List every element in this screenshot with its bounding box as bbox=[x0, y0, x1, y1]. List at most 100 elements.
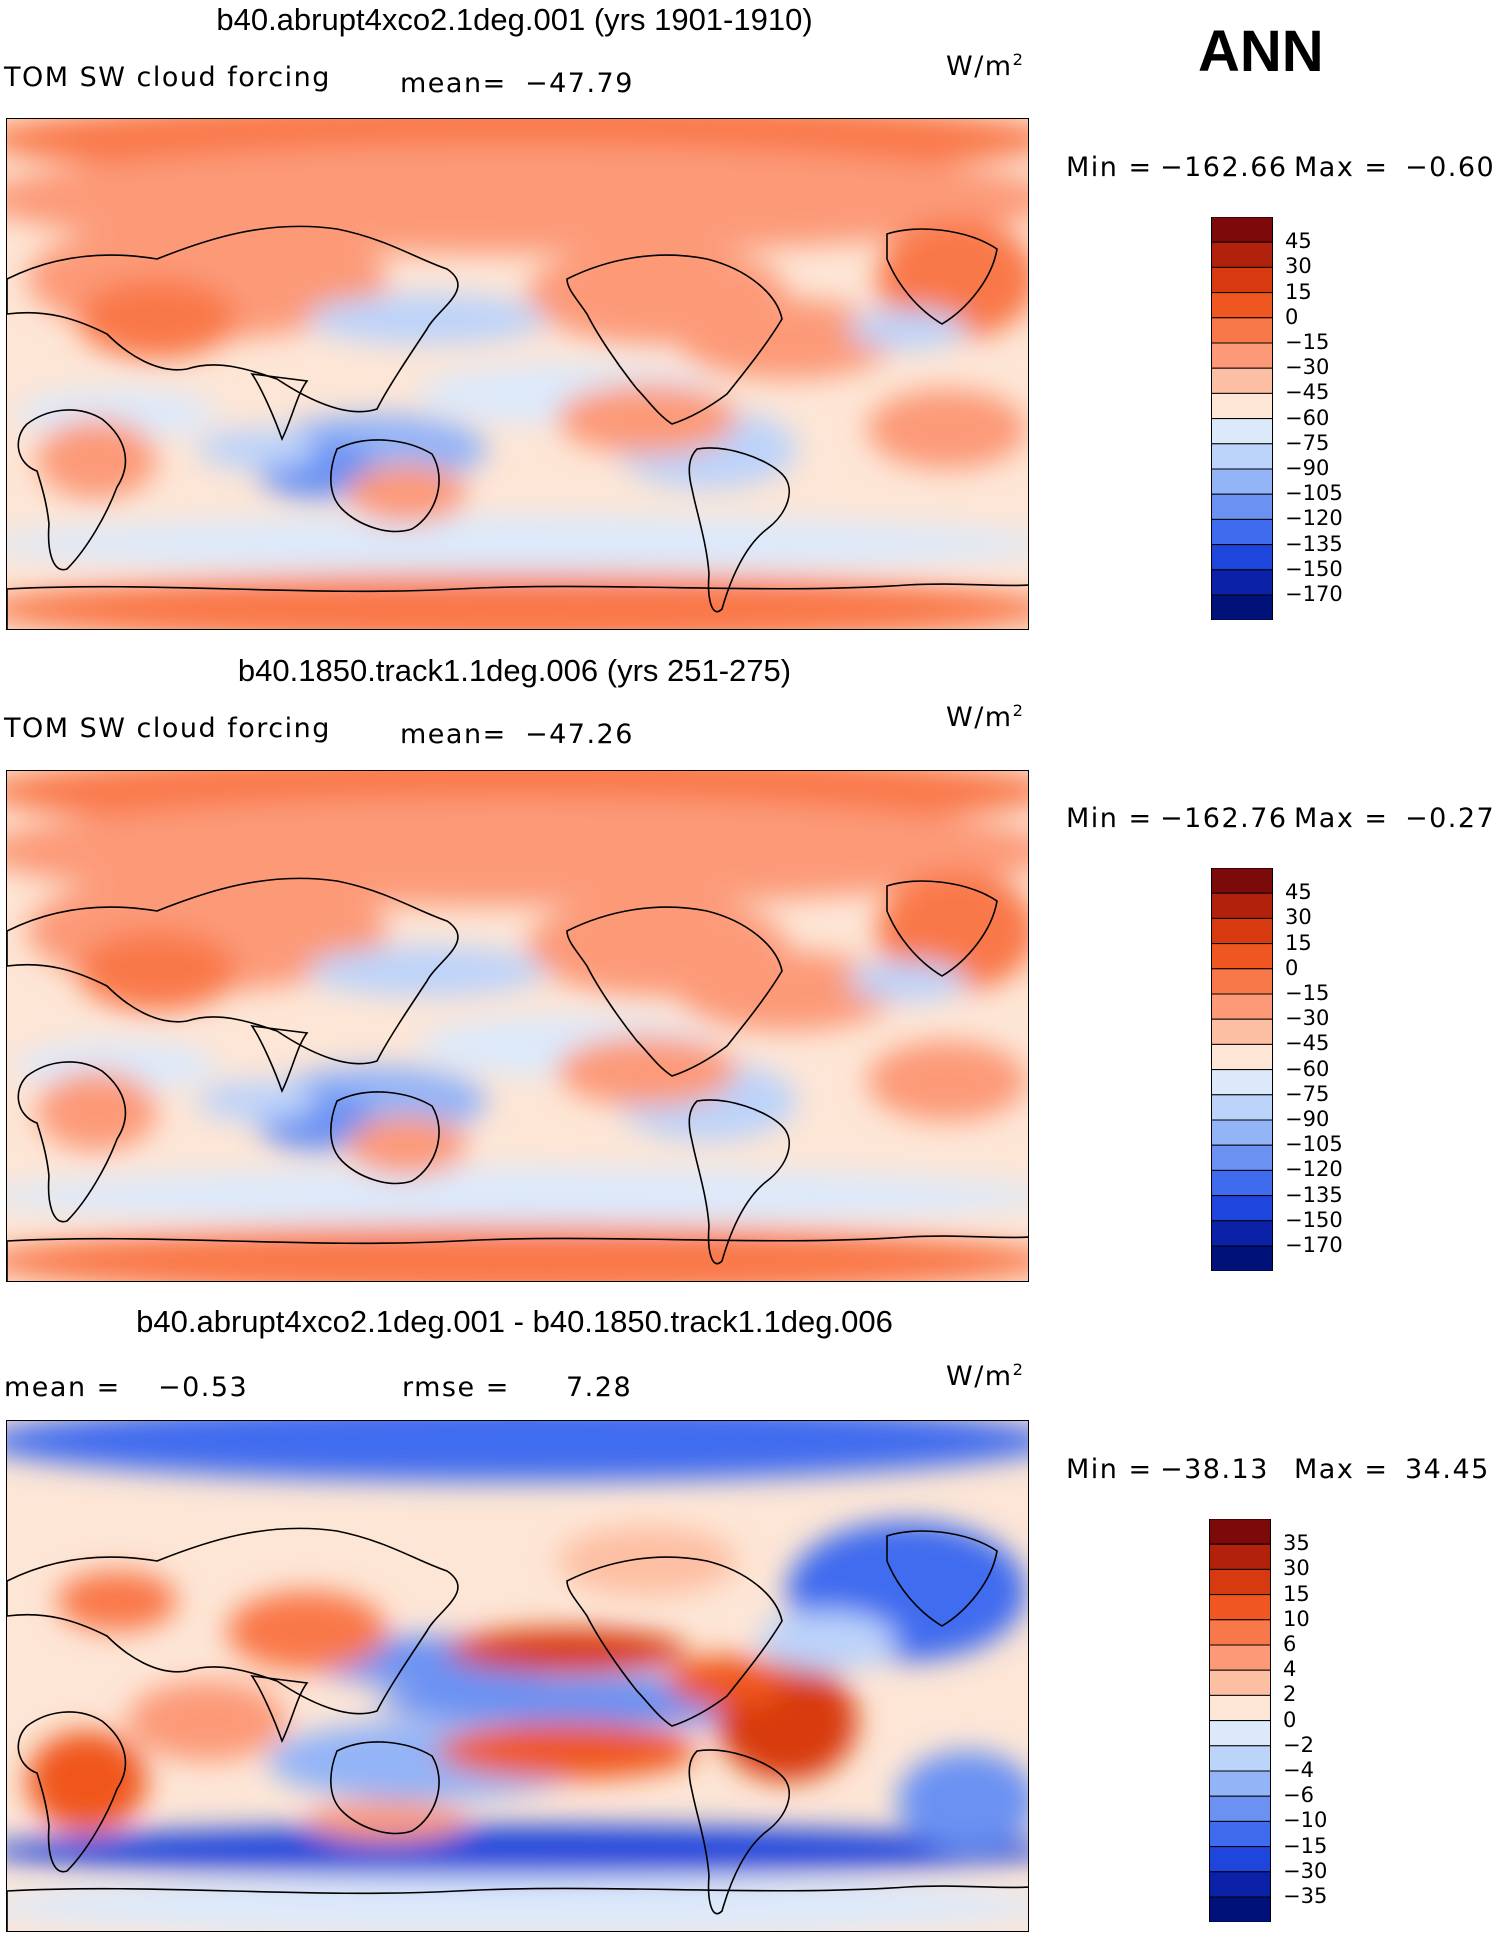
field-region bbox=[37, 419, 157, 499]
max-label: Max = bbox=[1294, 152, 1389, 183]
colorbar-swatch bbox=[1209, 1770, 1271, 1797]
colorbar-swatch bbox=[1211, 993, 1273, 1020]
mean-label: mean = bbox=[4, 1372, 121, 1403]
colorbar-tick-label: 45 bbox=[1285, 229, 1312, 254]
coastline bbox=[17, 409, 127, 571]
max-label: Max = bbox=[1294, 803, 1389, 834]
colorbar-tick-label: 30 bbox=[1283, 1556, 1310, 1581]
colorbar-tick-label: 15 bbox=[1285, 930, 1312, 955]
colorbar-tick-label: −135 bbox=[1285, 1182, 1343, 1207]
colorbar-tick-label: −2 bbox=[1283, 1732, 1314, 1757]
field-region bbox=[877, 219, 1028, 339]
field-region bbox=[347, 1116, 467, 1176]
map-svg bbox=[7, 771, 1028, 1281]
field-region bbox=[677, 299, 897, 379]
coastline bbox=[17, 1061, 127, 1223]
field-region bbox=[307, 946, 547, 996]
coastline bbox=[688, 1099, 791, 1265]
colorbar-tick-label: −90 bbox=[1285, 1107, 1330, 1131]
min-label: Min = bbox=[1066, 152, 1153, 183]
units-label: W/m2 bbox=[946, 1360, 1024, 1392]
colorbar-swatch bbox=[1209, 1896, 1271, 1923]
coastline bbox=[886, 880, 998, 977]
field-region bbox=[847, 309, 967, 349]
field-region bbox=[757, 1611, 897, 1671]
colorbar-swatch bbox=[1209, 1594, 1271, 1621]
colorbar-swatch bbox=[1211, 392, 1273, 420]
colorbar-swatch bbox=[1211, 1245, 1273, 1272]
coastline bbox=[250, 372, 309, 442]
colorbar-swatch bbox=[1211, 968, 1273, 995]
field-region bbox=[7, 1226, 1028, 1281]
colorbar-tick-label: −135 bbox=[1285, 531, 1343, 556]
colorbar-swatch bbox=[1209, 1644, 1271, 1671]
colorbar-swatch bbox=[1211, 544, 1273, 571]
min-label: Min = bbox=[1066, 803, 1153, 834]
field-region bbox=[197, 1081, 317, 1121]
colorbar-swatch bbox=[1211, 867, 1273, 894]
coastline bbox=[250, 1674, 309, 1744]
colorbar bbox=[1211, 216, 1273, 621]
coastline bbox=[566, 254, 783, 425]
coastline bbox=[7, 1885, 1028, 1931]
colorbar-swatch bbox=[1211, 569, 1273, 596]
field-region bbox=[557, 384, 737, 454]
field-region bbox=[7, 1876, 1028, 1931]
coastline bbox=[566, 1556, 783, 1727]
coastline bbox=[330, 439, 440, 533]
colorbar-tick-label: 15 bbox=[1285, 279, 1312, 304]
min-value: −162.66 bbox=[1160, 152, 1288, 183]
map-plot bbox=[6, 1420, 1029, 1932]
colorbar-swatch bbox=[1211, 342, 1273, 369]
colorbar-swatch bbox=[1211, 1144, 1273, 1171]
rmse-label: rmse = bbox=[402, 1372, 510, 1403]
colorbar-swatch bbox=[1211, 241, 1273, 268]
colorbar-swatch bbox=[1209, 1795, 1271, 1822]
colorbar-svg bbox=[1211, 867, 1273, 1272]
field-region bbox=[77, 931, 237, 1011]
colorbar-tick-label: −75 bbox=[1285, 430, 1330, 455]
colorbar-tick-label: −170 bbox=[1285, 1233, 1343, 1257]
colorbar-swatch bbox=[1211, 216, 1273, 243]
units-text: W/m bbox=[946, 702, 1013, 733]
colorbar-tick-label: −105 bbox=[1285, 1132, 1343, 1157]
colorbar-tick-label: 2 bbox=[1283, 1682, 1297, 1707]
colorbar-swatch bbox=[1211, 518, 1273, 546]
colorbar-swatch bbox=[1211, 493, 1273, 520]
colorbar-swatch bbox=[1211, 418, 1273, 445]
coastline bbox=[7, 1235, 1028, 1281]
colorbar-tick-label: −120 bbox=[1285, 1157, 1343, 1182]
field-region bbox=[347, 464, 467, 524]
units-label: W/m2 bbox=[946, 701, 1024, 733]
colorbar-tick-label: −15 bbox=[1283, 1833, 1328, 1858]
colorbar-tick-label: 30 bbox=[1285, 905, 1312, 930]
panel-title: b40.abrupt4xco2.1deg.001 (yrs 1901-1910) bbox=[216, 2, 813, 37]
coastline bbox=[688, 1749, 791, 1915]
max-value: 34.45 bbox=[1405, 1454, 1490, 1485]
colorbar-tick-label: −90 bbox=[1285, 456, 1330, 480]
colorbar-swatch bbox=[1211, 292, 1273, 319]
min-label: Min = bbox=[1066, 1454, 1153, 1485]
field-region bbox=[37, 1071, 157, 1151]
colorbar-swatch bbox=[1209, 1669, 1271, 1696]
mean-value: −47.26 bbox=[525, 719, 634, 750]
colorbar-tick-label: −75 bbox=[1285, 1081, 1330, 1106]
colorbar-swatch bbox=[1209, 1619, 1271, 1646]
colorbar-svg bbox=[1209, 1518, 1271, 1923]
season-label: ANN bbox=[1198, 19, 1324, 84]
field-region bbox=[447, 1629, 687, 1673]
field-region bbox=[307, 1801, 467, 1841]
colorbar-swatch bbox=[1211, 1195, 1273, 1222]
colorbar-tick-label: −30 bbox=[1283, 1858, 1328, 1883]
colorbar-swatch bbox=[1211, 1018, 1273, 1045]
panel-title: b40.abrupt4xco2.1deg.001 - b40.1850.trac… bbox=[136, 1304, 893, 1339]
units-exponent: 2 bbox=[1012, 1360, 1025, 1379]
field-region bbox=[557, 1526, 737, 1596]
units-text: W/m bbox=[946, 1361, 1013, 1392]
colorbar-swatch bbox=[1209, 1694, 1271, 1722]
coastline bbox=[250, 1024, 309, 1094]
colorbar-tick-label: −150 bbox=[1285, 556, 1343, 581]
colorbar-tick-label: −60 bbox=[1285, 405, 1330, 430]
colorbar bbox=[1209, 1518, 1271, 1923]
coastline bbox=[17, 1711, 127, 1873]
